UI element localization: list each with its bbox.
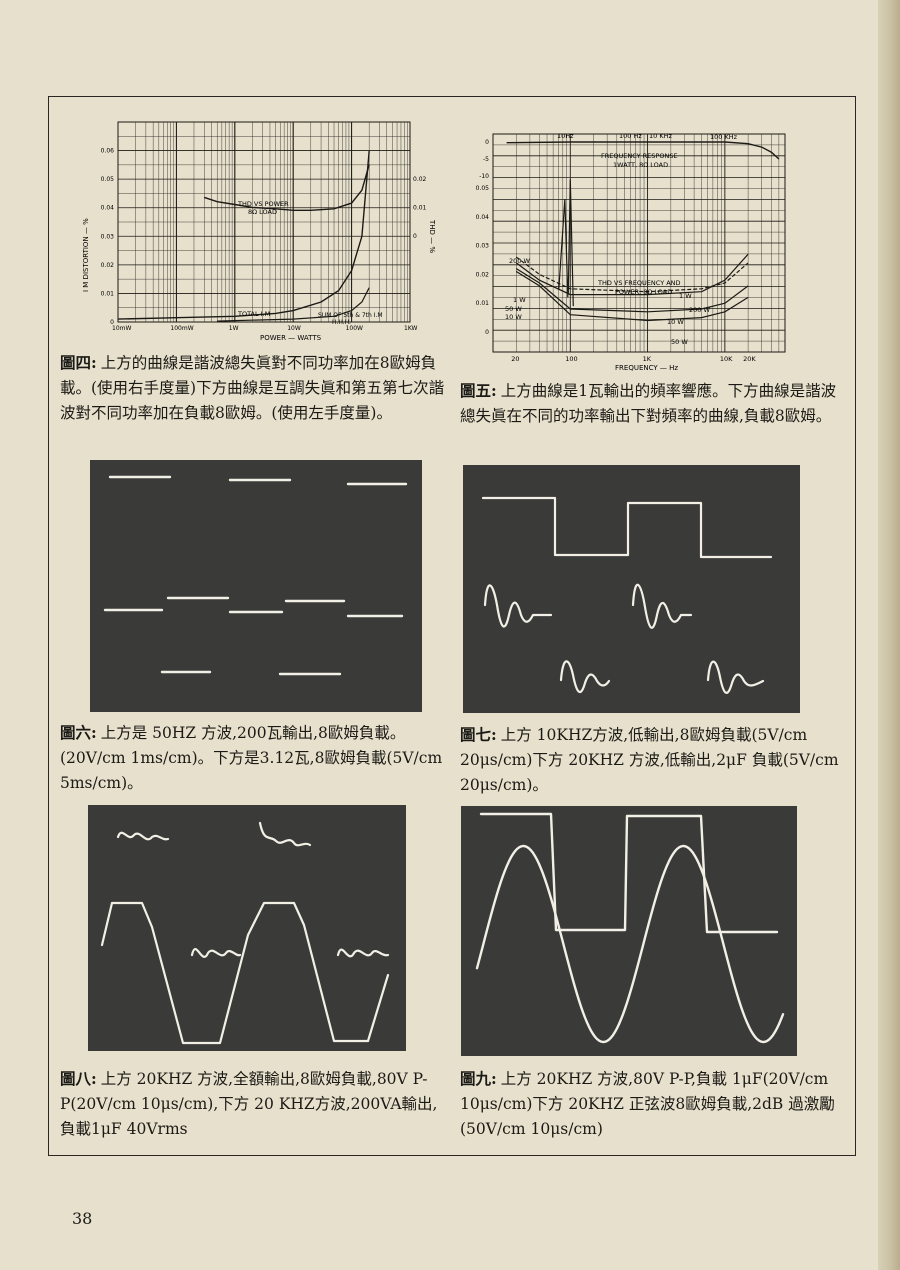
fig5-series-200w [515,256,749,293]
fig5-ytick-top: -10 [479,173,489,180]
fig4-ytick-right: 0 [413,233,417,240]
fig5-xlabel: FREQUENCY — Hz [615,364,678,372]
fig5-annot-100khz: 100 KHz [710,133,738,141]
fig5-ytick: 0.04 [476,214,490,221]
fig4-xtick: 1KW [404,325,418,332]
fig5-xtick: 20 [511,355,519,363]
fig5-legend-50w: 50 W [505,305,522,313]
fig9-caption: 圖九: 上方 20KHZ 方波,80V P-P,負載 1μF(20V/cm 10μ… [460,1066,848,1142]
fig6-label: 圖六: [60,723,97,742]
fig8-label: 圖八: [60,1069,97,1088]
fig5-series-1w [515,253,749,296]
fig4-series-total-im [117,150,370,320]
fig5-label: 圖五: [460,381,497,400]
fig5-frequency-response [506,141,780,160]
fig5-annot-1watt: 1WATT, 8Ω LOAD [613,161,668,169]
fig5-caption-text: 上方曲線是1瓦輸出的頻率響應。下方曲線是諧波總失眞在不同的功率輸出下對頻率的曲線… [460,382,837,425]
fig4-xtick: 100W [346,325,363,332]
fig5-legend-200w: 200 W [509,257,530,265]
fig5-legend-200w-right: 200 W [689,306,710,314]
fig5-legend-1w-right: 1 W [679,292,692,300]
fig5-ytick: 0.03 [476,243,490,250]
fig7-label: 圖七: [460,725,497,744]
fig4-ytick-left: 0.03 [101,233,115,240]
fig5-ytick: 0.02 [476,271,490,278]
fig5-annot-thd-vs-freq: THD VS FREQUENCY AND [597,279,681,287]
fig5-series-10w [515,270,749,322]
fig6-caption: 圖六: 上方是 50HZ 方波,200瓦輸出,8歐姆負載。(20V/cm 1ms/… [60,720,450,796]
fig4-annot-total-im: TOTAL I.M [237,310,270,318]
fig6-caption-text: 上方是 50HZ 方波,200瓦輸出,8歐姆負載。(20V/cm 1ms/cm)… [60,724,443,792]
fig4-ylabel-right: THD — % [428,219,436,253]
fig5-xtick: 1K [643,355,652,363]
fig4-ytick-left: 0 [110,319,114,326]
fig4-label: 圖四: [60,353,97,372]
fig5-annot-10khz: 10 KHz [649,132,672,140]
fig4-chart: 10mW 100mW 1W 10W 100W 1KW 0 0.01 0.02 0.03 0.04 0.… [70,110,440,342]
fig5-annot-freq-resp: FREQUENCY RESPONSE [601,152,678,160]
fig4-ytick-right: 0.02 [413,176,427,183]
fig5-xtick: 100 [565,355,577,363]
fig4-xtick: 100mW [170,325,193,332]
fig5-xtick: 20K [743,355,756,363]
fig4-ytick-left: 0.06 [101,148,115,155]
fig7-caption-text: 上方 10KHZ方波,低輸出,8歐姆負載(5V/cm 20μs/cm)下方 20… [460,726,839,794]
fig4-series-5th-7th-im [217,287,370,322]
fig5-legend-50w-right: 50 W [671,338,688,346]
fig4-annot-sum-57: SUM OF 5th & 7th I.M [318,312,383,319]
fig5-legend-10w-right: 10 W [667,318,684,326]
fig4-annot-load: 8Ω LOAD [248,208,277,216]
fig5-ytick: 0.05 [476,185,490,192]
fig8-oscilloscope-photo [88,805,406,1051]
fig8-caption-text: 上方 20KHZ 方波,全額輸出,8歐姆負載,80V P-P(20V/cm 10… [60,1070,438,1138]
fig5-xtick: 10K [720,355,733,363]
fig4-series-thd [204,164,370,211]
fig4-annot-thd-vs-power: THD VS POWER [237,200,289,208]
fig5-caption: 圖五: 上方曲線是1瓦輸出的頻率響應。下方曲線是諧波總失眞在不同的功率輸出下對頻率… [460,378,845,429]
page-spine-shadow [878,0,900,1270]
fig8-caption: 圖八: 上方 20KHZ 方波,全額輸出,8歐姆負載,80V P-P(20V/cm… [60,1066,448,1142]
fig4-xlabel: POWER — WATTS [260,334,322,342]
fig7-caption: 圖七: 上方 10KHZ方波,低輸出,8歐姆負載(5V/cm 20μs/cm)下方… [460,722,848,798]
fig4-caption: 圖四: 上方的曲線是諧波總失眞對不同功率加在8歐姆負載。(使用右手度量)下方曲線是… [60,350,450,426]
page-number: 38 [72,1209,93,1228]
figure-frame [48,96,856,1156]
fig5-ytick: 0.01 [476,300,490,307]
fig4-ytick-left: 0.05 [101,176,115,183]
fig5-legend-10w: 10 W [505,313,522,321]
fig5-annot-10hz: 10Hz [557,132,574,140]
fig5-annot-100hz: 100 Hz [619,132,642,140]
fig4-ytick-right: 0.01 [413,204,427,211]
fig4-ytick-left: 0.01 [101,290,115,297]
fig9-caption-text: 上方 20KHZ 方波,80V P-P,負載 1μF(20V/cm 10μs/c… [460,1070,835,1138]
fig4-annot-hhh: H.H.H. [332,319,351,326]
fig4-xtick: 1W [229,325,239,332]
fig5-ytick-top: -5 [483,156,489,163]
fig4-xtick: 10W [287,325,301,332]
fig4-xtick: 10mW [112,325,131,332]
fig4-ylabel-left: I M DISTORTION — % [82,218,90,292]
fig4-ytick-left: 0.02 [101,262,115,269]
fig5-annot-power-load: POWER, 8Ω LOAD [615,288,672,296]
fig9-label: 圖九: [460,1069,497,1088]
fig7-oscilloscope-photo [463,465,800,713]
fig9-oscilloscope-photo [461,806,797,1056]
fig4-caption-text: 上方的曲線是諧波總失眞對不同功率加在8歐姆負載。(使用右手度量)下方曲線是互調失… [60,354,445,422]
fig5-chart: 20 100 1K 10K 20K 0 -5 -10 0 0.01 0.02 0.03 0.04 0.05… [465,112,805,374]
fig5-ytick: 0 [485,329,489,336]
fig5-resonance-spike [558,179,574,307]
fig5-ytick-top: 0 [485,139,489,146]
fig5-legend-1w: 1 W [513,296,526,304]
fig4-ytick-left: 0.04 [101,205,115,212]
fig5-series-50w [515,268,749,313]
fig6-oscilloscope-photo [90,460,422,712]
